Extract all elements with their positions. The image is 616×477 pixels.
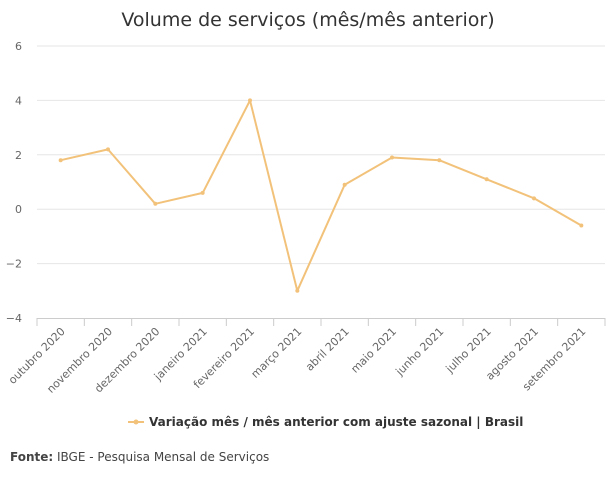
data-point[interactable] [532, 196, 536, 201]
x-tick-label: junho 2021 [393, 325, 447, 379]
data-point[interactable] [153, 201, 158, 206]
x-tick-label: maio 2021 [348, 325, 399, 376]
y-tick-label: −4 [6, 312, 22, 325]
data-point[interactable] [437, 158, 442, 163]
y-axis-ticks: 6 4 2 0 −2 −4 [6, 40, 22, 325]
legend-marker-icon [133, 419, 139, 425]
y-tick-label: −2 [6, 258, 22, 271]
data-point[interactable] [248, 98, 252, 103]
y-tick-label: 0 [15, 203, 22, 216]
series-line [60, 99, 582, 292]
source-note: Fonte: IBGE - Pesquisa Mensal de Serviço… [10, 450, 269, 464]
chart-title: Volume de serviços (mês/mês anterior) [121, 9, 494, 31]
data-point[interactable] [390, 155, 394, 160]
data-point[interactable] [342, 182, 347, 187]
data-point[interactable] [106, 147, 110, 152]
y-tick-label: 6 [15, 40, 22, 53]
data-point[interactable] [295, 288, 300, 293]
data-point[interactable] [200, 190, 205, 195]
x-tick-label: julho 2021 [443, 325, 494, 376]
x-tick-label: abril 2021 [303, 325, 352, 374]
grid [37, 45, 605, 265]
source-text: IBGE - Pesquisa Mensal de Serviços [57, 450, 270, 464]
x-tick-label: março 2021 [249, 325, 305, 381]
data-point[interactable] [579, 223, 584, 228]
data-point[interactable] [484, 177, 489, 182]
y-tick-label: 4 [15, 94, 22, 107]
y-tick-label: 2 [15, 149, 22, 162]
legend[interactable]: Variação mês / mês anterior com ajuste s… [128, 415, 523, 429]
series-layer [58, 98, 584, 293]
source-label: Fonte: [10, 450, 54, 464]
data-point[interactable] [58, 158, 63, 163]
legend-label: Variação mês / mês anterior com ajuste s… [149, 415, 523, 429]
